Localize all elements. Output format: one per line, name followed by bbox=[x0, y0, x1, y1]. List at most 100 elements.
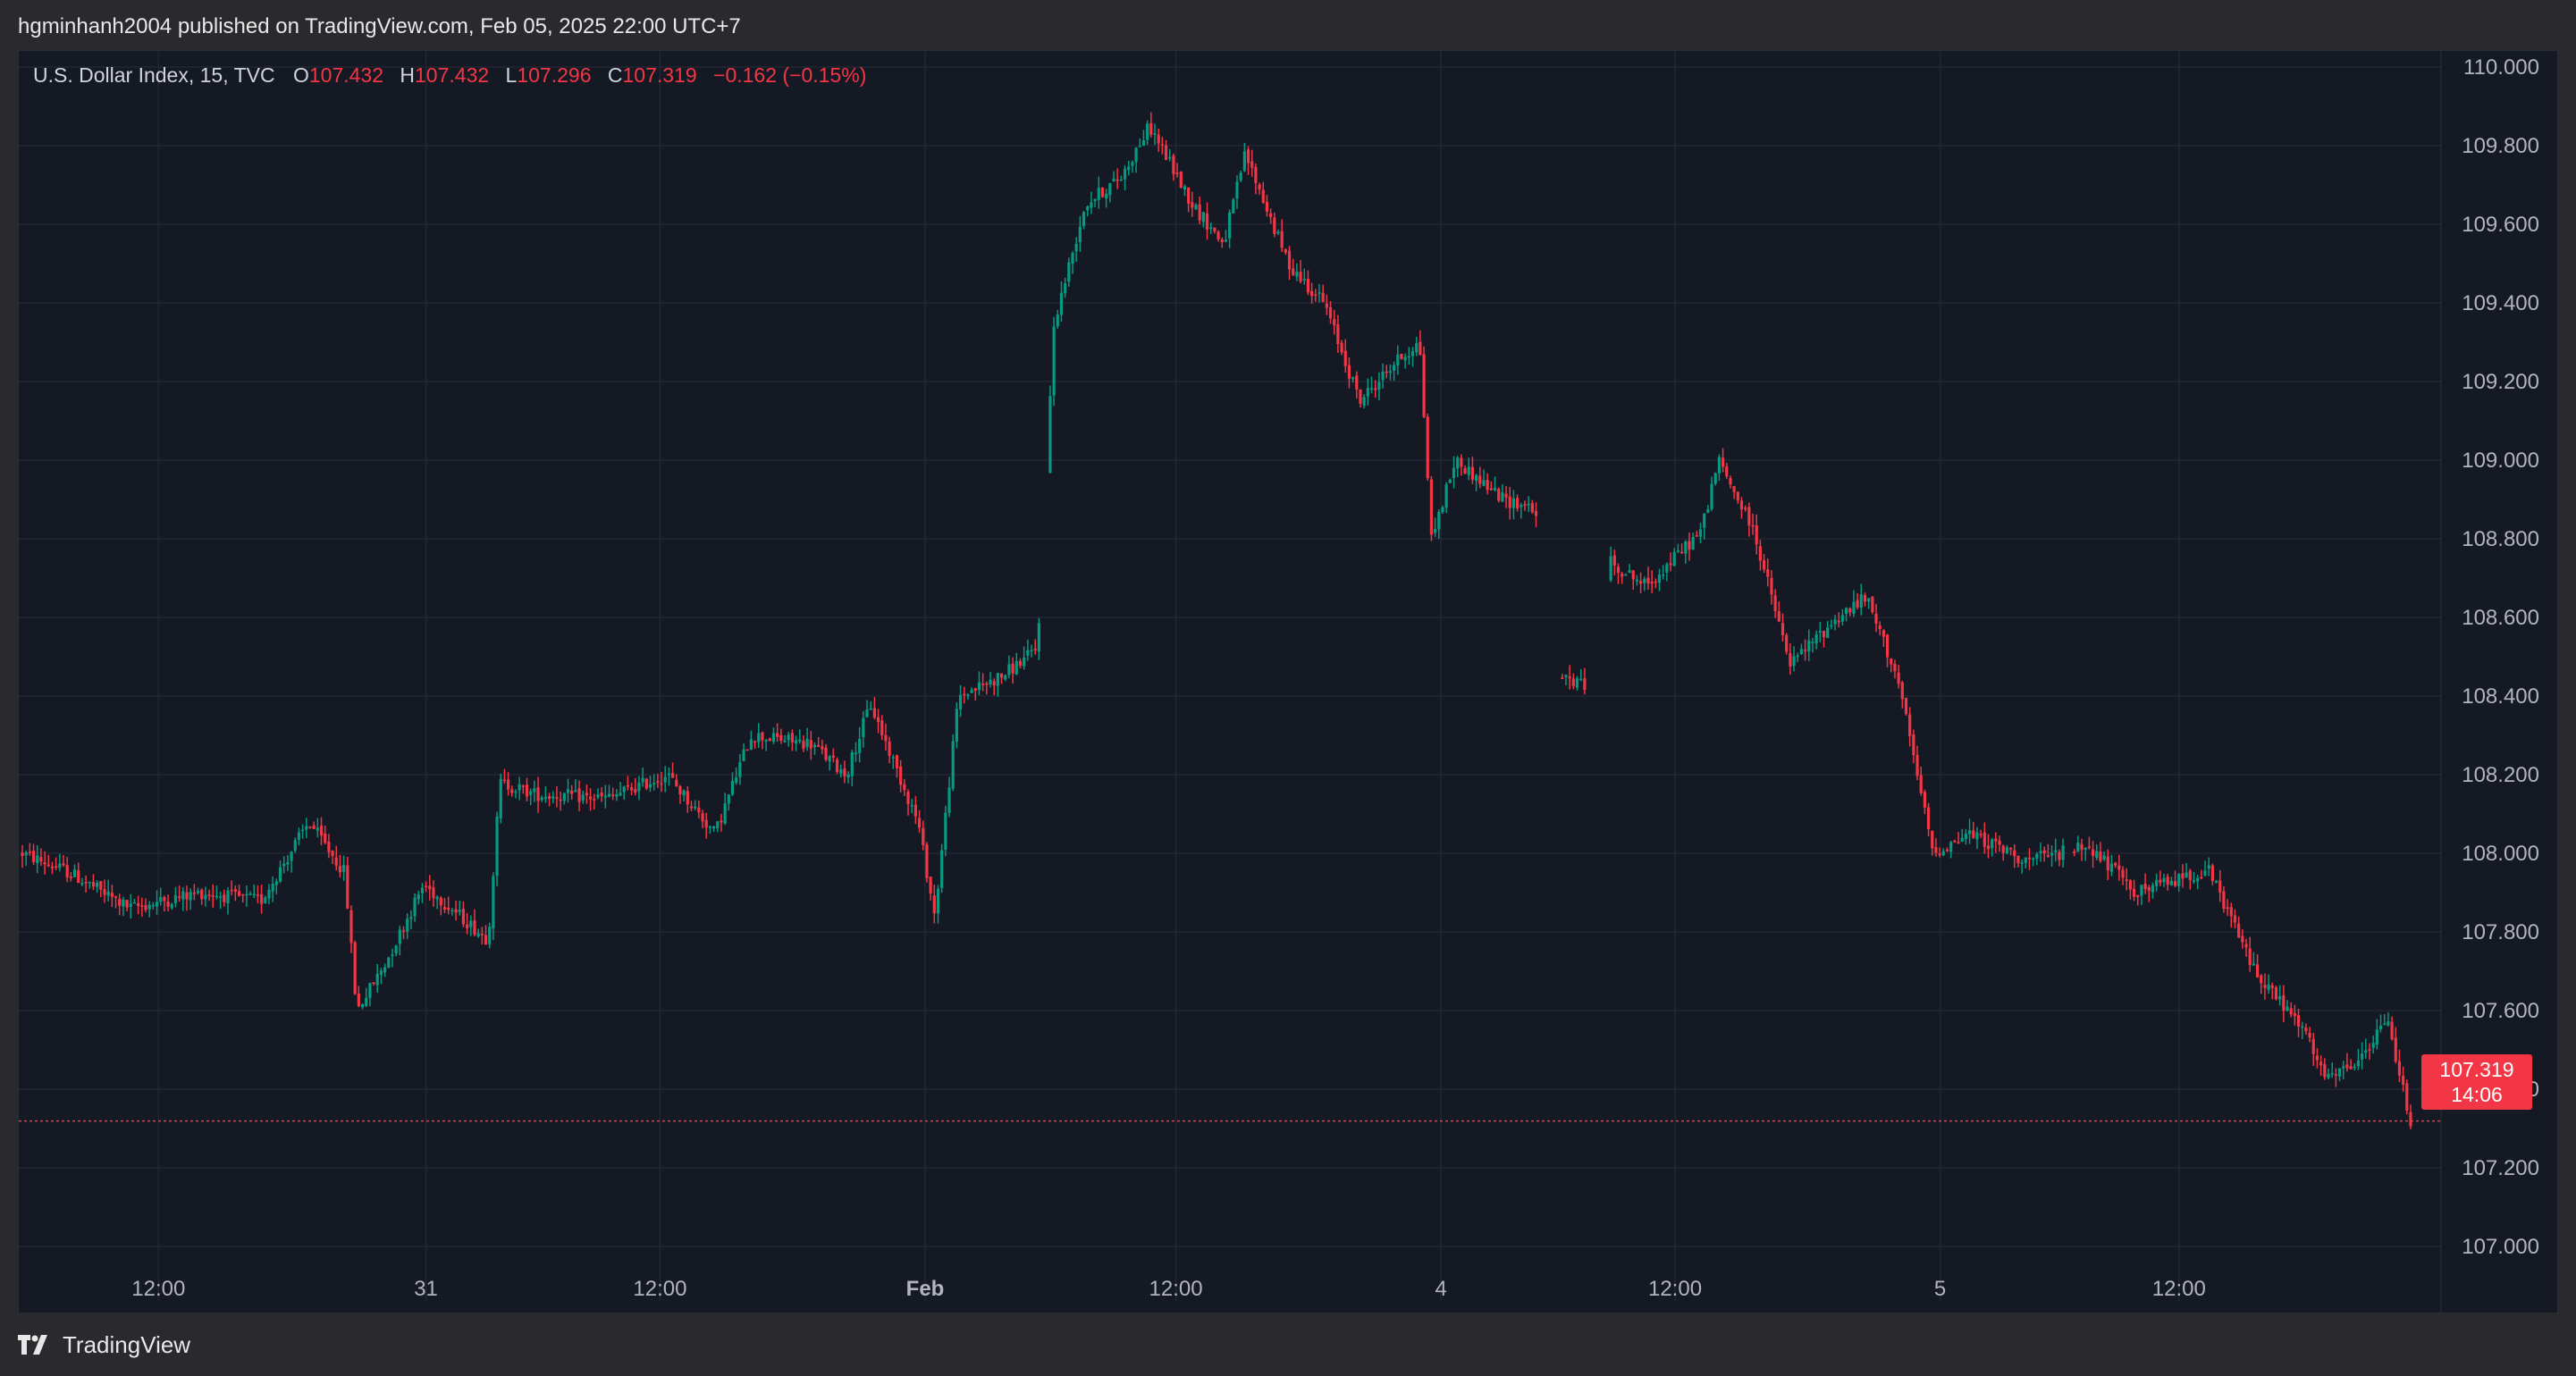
candle-body bbox=[1108, 183, 1111, 195]
candle-body bbox=[813, 745, 816, 747]
candle-body bbox=[1427, 416, 1429, 478]
candle-body bbox=[152, 905, 155, 907]
candle-body bbox=[1494, 488, 1496, 491]
candle-body bbox=[944, 813, 947, 850]
candle-body bbox=[1363, 398, 1366, 406]
candle-body bbox=[2294, 1013, 2296, 1016]
candle-body bbox=[1180, 172, 1183, 188]
candle-body bbox=[701, 813, 703, 821]
candle-body bbox=[1216, 231, 1219, 239]
candle-body bbox=[503, 780, 506, 782]
candle-body bbox=[1284, 249, 1287, 253]
candle-body bbox=[2345, 1064, 2348, 1068]
candle-body bbox=[2312, 1039, 2315, 1054]
candle-body bbox=[144, 905, 147, 910]
candle-body bbox=[947, 787, 950, 812]
candle-body bbox=[387, 958, 390, 968]
candle-body bbox=[1819, 631, 1822, 633]
candle-body bbox=[824, 748, 827, 760]
candle-body bbox=[466, 925, 468, 928]
candle-body bbox=[2167, 877, 2169, 885]
candle-body bbox=[2319, 1061, 2322, 1065]
candle-body bbox=[836, 759, 838, 772]
candle-body bbox=[1333, 319, 1335, 325]
candle-body bbox=[459, 910, 461, 912]
chart-area[interactable]: 107.000107.200107.400107.600107.800108.0… bbox=[18, 50, 2558, 1313]
candlestick-chart[interactable]: 107.000107.200107.400107.600107.800108.0… bbox=[19, 51, 2559, 1314]
candle-body bbox=[2376, 1029, 2378, 1045]
candle-body bbox=[1124, 169, 1126, 180]
candle-body bbox=[555, 797, 558, 799]
candle-body bbox=[2301, 1027, 2303, 1028]
candle-body bbox=[1893, 664, 1896, 671]
candle-body bbox=[865, 709, 868, 717]
tradingview-logo[interactable]: TradingView bbox=[18, 1331, 190, 1358]
candle-body bbox=[1250, 162, 1253, 168]
candle-body bbox=[425, 885, 427, 887]
candle-body bbox=[1766, 569, 1769, 576]
candle-body bbox=[275, 882, 278, 885]
candle-body bbox=[358, 994, 360, 1006]
tradingview-logo-icon bbox=[18, 1335, 54, 1355]
x-tick-label: 31 bbox=[414, 1277, 438, 1301]
candle-body bbox=[1314, 295, 1317, 297]
candle-body bbox=[750, 740, 753, 751]
candle-body bbox=[761, 733, 763, 741]
candle-body bbox=[1770, 578, 1772, 595]
candle-body bbox=[2110, 863, 2113, 871]
candle-body bbox=[1706, 509, 1709, 513]
candle-body bbox=[2368, 1049, 2370, 1051]
candle-body bbox=[2013, 851, 2016, 856]
candle-body bbox=[1381, 372, 1384, 380]
candle-body bbox=[2208, 865, 2210, 868]
candle-body bbox=[1710, 484, 1713, 509]
candle-body bbox=[335, 858, 338, 866]
candle-body bbox=[1482, 480, 1485, 485]
candle-body bbox=[231, 890, 233, 892]
candle-body bbox=[541, 798, 543, 801]
candle-body bbox=[1486, 480, 1489, 490]
candle-body bbox=[1643, 579, 1646, 583]
candle-body bbox=[529, 791, 532, 794]
candle-body bbox=[1879, 625, 1881, 629]
candle-body bbox=[1833, 619, 1836, 625]
candle-body bbox=[2338, 1069, 2341, 1077]
candle-body bbox=[174, 895, 177, 903]
candle-body bbox=[2252, 963, 2255, 965]
candle-body bbox=[843, 768, 846, 776]
candle-body bbox=[2170, 881, 2173, 885]
candle-body bbox=[589, 796, 592, 799]
candle-body bbox=[1980, 834, 1983, 835]
candle-body bbox=[1509, 497, 1511, 508]
candle-body bbox=[111, 893, 114, 897]
candle-body bbox=[1569, 676, 1571, 678]
candle-body bbox=[1034, 649, 1037, 650]
candle-body bbox=[342, 865, 345, 872]
candle-body bbox=[1090, 203, 1092, 208]
y-tick-label: 108.200 bbox=[2462, 763, 2539, 787]
candle-body bbox=[1120, 180, 1123, 181]
candle-body bbox=[2297, 1015, 2300, 1027]
candle-body bbox=[1688, 541, 1690, 550]
candle-body bbox=[981, 684, 984, 685]
candle-body bbox=[1351, 377, 1354, 379]
candle-body bbox=[1158, 135, 1160, 144]
candle-body bbox=[630, 787, 633, 790]
candle-body bbox=[2016, 856, 2019, 863]
candle-body bbox=[2278, 996, 2281, 1000]
candle-body bbox=[1646, 578, 1649, 583]
candle-body bbox=[1677, 550, 1679, 552]
candle-body bbox=[1856, 600, 1859, 608]
candle-body bbox=[1722, 458, 1724, 467]
candle-body bbox=[1778, 611, 1780, 622]
candle-body bbox=[1737, 491, 1739, 500]
candle-body bbox=[1377, 382, 1380, 390]
candle-body bbox=[1561, 677, 1563, 679]
candle-body bbox=[810, 740, 812, 749]
candle-body bbox=[2234, 916, 2236, 923]
candle-body bbox=[533, 788, 535, 792]
candle-body bbox=[652, 783, 655, 784]
candle-body bbox=[2342, 1067, 2344, 1069]
candle-body bbox=[847, 775, 850, 777]
candle-body bbox=[2189, 870, 2192, 880]
